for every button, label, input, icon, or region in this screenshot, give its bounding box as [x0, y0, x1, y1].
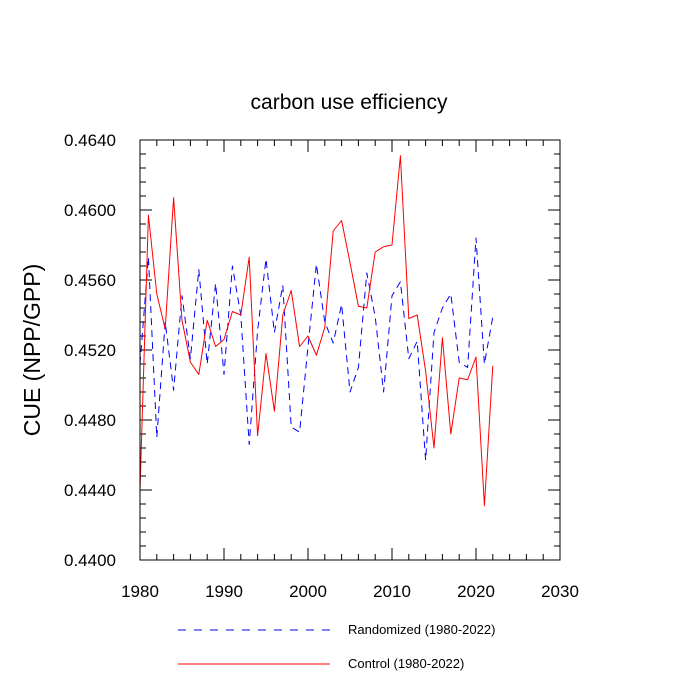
y-tick-label: 0.4480: [64, 411, 116, 430]
plot-frame: [139, 139, 561, 561]
y-tick-label: 0.4440: [64, 481, 116, 500]
x-tick-label: 1990: [205, 582, 243, 601]
y-tick-label: 0.4400: [64, 551, 116, 570]
y-axis-label: CUE (NPP/GPP): [19, 264, 45, 437]
series-randomized-line: [139, 237, 494, 461]
y-tick-label: 0.4600: [64, 201, 116, 220]
x-tick-label: 2030: [541, 582, 579, 601]
series-control-line: [139, 155, 494, 507]
x-tick-label: 2020: [457, 582, 495, 601]
x-tick-label: 2010: [373, 582, 411, 601]
legend-label-control: Control (1980-2022): [348, 656, 464, 671]
legend: Randomized (1980-2022) Control (1980-202…: [178, 622, 495, 671]
y-tick-label: 0.4640: [64, 131, 116, 150]
chart-title: carbon use efficiency: [251, 91, 448, 114]
series-lines: [139, 155, 494, 507]
legend-label-randomized: Randomized (1980-2022): [348, 622, 495, 637]
y-tick-label: 0.4560: [64, 271, 116, 290]
x-tick-label: 2000: [289, 582, 327, 601]
x-tick-label: 1980: [121, 582, 159, 601]
y-tick-label: 0.4520: [64, 341, 116, 360]
y-tick-labels: 0.4400 0.4440 0.4480 0.4520 0.4560 0.4600 0.46…: [64, 131, 116, 570]
x-tick-labels: 1980 1990 2000 2010 2020 2030: [121, 582, 579, 601]
